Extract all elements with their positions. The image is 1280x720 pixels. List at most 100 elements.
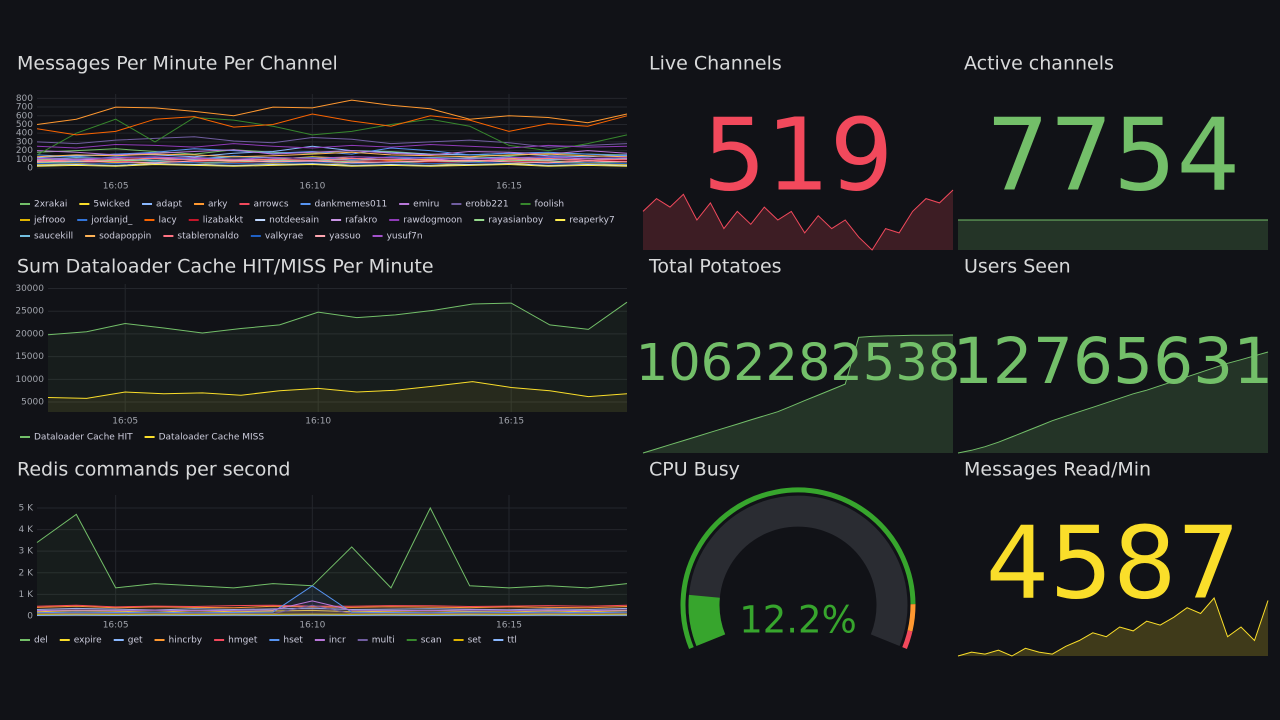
panel-title: CPU Busy bbox=[649, 459, 740, 481]
legend-label: del bbox=[34, 636, 48, 646]
legend-swatch bbox=[269, 639, 280, 641]
legend-label: sodapoppin bbox=[99, 232, 151, 242]
gauge-threshold bbox=[907, 604, 916, 632]
legend-label: set bbox=[468, 636, 482, 646]
sparkline-area bbox=[643, 190, 953, 250]
legend-label: expire bbox=[74, 636, 102, 646]
sparkline-line bbox=[957, 597, 1269, 657]
x-tick-label: 16:10 bbox=[299, 182, 325, 192]
legend-swatch bbox=[214, 639, 225, 641]
series-line bbox=[36, 609, 628, 613]
x-tick-label: 16:15 bbox=[496, 182, 522, 192]
y-tick-label: 5000 bbox=[21, 398, 44, 408]
y-tick-label: 0 bbox=[27, 612, 33, 622]
series-line bbox=[36, 605, 628, 609]
legend-label: incr bbox=[329, 636, 346, 646]
legend-label: rawdogmoon bbox=[403, 216, 462, 226]
series-line bbox=[36, 156, 628, 160]
sparkline-area bbox=[958, 220, 1268, 250]
legend-swatch bbox=[399, 203, 410, 205]
legend-swatch bbox=[239, 203, 250, 205]
stat-value: 4587 bbox=[986, 504, 1241, 621]
legend-label: notdeesain bbox=[269, 216, 319, 226]
panel-title: Live Channels bbox=[649, 53, 782, 75]
legend-swatch bbox=[250, 235, 261, 237]
legend-swatch bbox=[59, 639, 70, 641]
y-tick-label: 5 K bbox=[19, 503, 35, 513]
legend-label: rafakro bbox=[345, 216, 378, 226]
sparkline-line bbox=[642, 334, 954, 454]
y-tick-label: 700 bbox=[16, 103, 33, 113]
legend-label: arrowcs bbox=[253, 200, 288, 210]
legend-label: lizabakkt bbox=[203, 216, 244, 226]
y-tick-label: 100 bbox=[16, 155, 33, 165]
y-tick-label: 600 bbox=[16, 111, 33, 121]
legend-label: get bbox=[128, 636, 143, 646]
legend-label: hincrby bbox=[169, 636, 203, 646]
legend-label: jefrooo bbox=[33, 216, 66, 226]
series-line bbox=[36, 585, 628, 614]
series-line bbox=[36, 157, 628, 162]
legend-label: saucekill bbox=[34, 232, 73, 242]
legend-label: hset bbox=[283, 636, 303, 646]
stat-value: 7754 bbox=[986, 96, 1241, 213]
series-line bbox=[36, 600, 628, 612]
legend-label: arky bbox=[208, 200, 228, 210]
series-line bbox=[36, 136, 628, 148]
y-tick-label: 400 bbox=[16, 129, 33, 139]
panel-title: Users Seen bbox=[964, 256, 1071, 278]
series-line bbox=[36, 607, 628, 611]
series-line bbox=[36, 159, 628, 164]
series-area bbox=[48, 302, 627, 412]
y-tick-label: 15000 bbox=[15, 352, 44, 362]
legend-label: stableronaldo bbox=[177, 232, 239, 242]
y-tick-label: 10000 bbox=[15, 375, 44, 385]
legend-label: 5wicked bbox=[93, 200, 130, 210]
legend-label: erobb221 bbox=[465, 200, 508, 210]
panel-title: Total Potatoes bbox=[648, 256, 782, 278]
legend-label: yassuo bbox=[329, 232, 361, 242]
legend-swatch bbox=[144, 436, 155, 438]
legend-label: multi bbox=[372, 636, 395, 646]
series-line bbox=[47, 381, 628, 399]
panel-title: Redis commands per second bbox=[17, 459, 290, 481]
y-tick-label: 1 K bbox=[19, 590, 35, 600]
series-line bbox=[36, 99, 628, 125]
series-line bbox=[47, 301, 628, 336]
x-tick-label: 16:10 bbox=[305, 417, 331, 427]
sparkline-line bbox=[957, 351, 1269, 454]
legend-label: adapt bbox=[156, 200, 182, 210]
panel-title: Messages Per Minute Per Channel bbox=[17, 53, 338, 75]
series-area bbox=[48, 381, 627, 412]
gauge-threshold bbox=[902, 630, 913, 650]
gauge-track bbox=[688, 495, 908, 646]
legend-label: rayasianboy bbox=[488, 216, 544, 226]
x-tick-label: 16:05 bbox=[103, 182, 129, 192]
series-line bbox=[36, 604, 628, 608]
sparkline-line bbox=[642, 189, 954, 251]
y-tick-label: 25000 bbox=[15, 307, 44, 317]
legend-label: scan bbox=[421, 636, 442, 646]
series-area bbox=[37, 585, 627, 616]
legend-swatch bbox=[20, 219, 30, 221]
legend-label: jordanjd_ bbox=[90, 216, 133, 226]
panel-title: Sum Dataloader Cache HIT/MISS Per Minute bbox=[17, 256, 434, 278]
legend-label: hmget bbox=[228, 636, 258, 646]
y-tick-label: 4 K bbox=[19, 525, 35, 535]
legend-swatch bbox=[163, 235, 174, 237]
sparkline-area bbox=[958, 598, 1268, 656]
legend-label: valkyrae bbox=[265, 232, 304, 242]
panel-title: Active channels bbox=[964, 53, 1114, 75]
legend-swatch bbox=[20, 203, 30, 205]
legend-swatch bbox=[77, 219, 88, 221]
legend-swatch bbox=[406, 639, 417, 641]
legend-swatch bbox=[331, 219, 342, 221]
legend-swatch bbox=[389, 219, 400, 221]
legend-label: 2xrakai bbox=[34, 200, 67, 210]
legend-label: yusuf7n bbox=[387, 232, 423, 242]
legend-label: ttl bbox=[507, 636, 517, 646]
y-tick-label: 300 bbox=[16, 137, 33, 147]
legend-swatch bbox=[451, 203, 462, 205]
gauge-label: 12.2% bbox=[739, 599, 857, 642]
